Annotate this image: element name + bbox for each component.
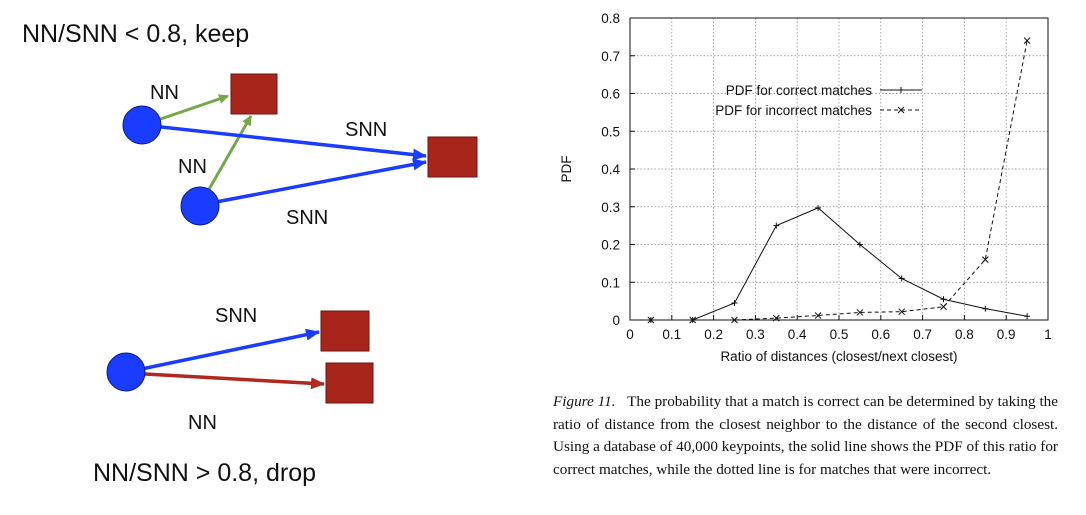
keypoint-circle-3 — [106, 352, 146, 392]
drop-title: NN/SNN > 0.8, drop — [93, 459, 316, 487]
series-incorrect-matches — [647, 37, 1031, 324]
y-ticks: 0 0.1 0.2 0.3 0.4 0.5 0.6 0.7 0.8 — [601, 11, 635, 328]
y-tick-label: 0.4 — [601, 162, 620, 177]
x-tick-label: 0.7 — [913, 327, 932, 342]
series-line — [650, 207, 1028, 321]
match-box-snn-drop — [320, 310, 370, 352]
x-tick-label: 0.4 — [788, 327, 807, 342]
x-tick-label: 0.8 — [955, 327, 974, 342]
data-point — [731, 316, 738, 324]
x-tick-label: 0.2 — [704, 327, 723, 342]
figure-label: Figure 11. — [553, 393, 616, 410]
y-tick-label: 0.3 — [601, 200, 620, 215]
figure-caption: Figure 11. The probability that a match … — [553, 391, 1058, 481]
match-box-nn-top — [230, 73, 278, 115]
data-point — [689, 316, 697, 324]
nn-label-keep-2: NN — [178, 156, 207, 178]
x-ticks: 0 0.1 0.2 0.3 0.4 0.5 0.6 0.7 0.8 0.9 1 — [626, 315, 1052, 342]
x-tick-label: 0.3 — [746, 327, 765, 342]
nn-arrow-drop — [126, 371, 325, 390]
y-tick-label: 0.5 — [601, 124, 620, 139]
chart-grid — [630, 18, 1048, 320]
data-point — [981, 256, 989, 263]
data-point — [772, 314, 780, 322]
snn-arrow-keep-2 — [199, 158, 427, 207]
pdf-chart: 0 0.1 0.2 0.3 0.4 0.5 0.6 0.7 0.8 0.9 1 0 0.1 0.2 0.3… — [559, 11, 1052, 364]
x-tick-label: 0.1 — [662, 327, 681, 342]
y-tick-label: 0.1 — [601, 275, 620, 290]
matching-diagram: NN/SNN < 0.8, keep NN NN SNN SNN SNN NN … — [22, 20, 478, 487]
y-tick-label: 0.2 — [601, 238, 620, 253]
x-tick-label: 0 — [626, 327, 634, 342]
y-axis-label: PDF — [559, 156, 574, 183]
data-point — [647, 316, 655, 324]
x-axis-label: Ratio of distances (closest/next closest… — [720, 349, 957, 364]
data-point — [898, 308, 906, 316]
data-point — [856, 309, 864, 316]
legend-label: PDF for correct matches — [726, 83, 873, 98]
chart-series — [647, 37, 1031, 324]
nn-label-keep-1: NN — [150, 82, 179, 104]
data-point — [1023, 37, 1031, 45]
snn-label-keep-1: SNN — [345, 119, 387, 141]
chart-legend: PDF for correct matches PDF for incorrect… — [715, 83, 922, 118]
snn-arrow-drop — [126, 328, 320, 374]
series-line — [650, 40, 1028, 321]
caption-text: The probability that a match is correct … — [553, 393, 1059, 478]
keypoint-circle-1 — [122, 105, 162, 145]
x-tick-label: 1 — [1044, 327, 1052, 342]
match-box-snn-right — [427, 136, 478, 178]
keypoint-circle-2 — [180, 186, 220, 226]
y-tick-label: 0.7 — [601, 49, 620, 64]
data-point — [897, 106, 905, 114]
nn-label-drop: NN — [188, 412, 217, 434]
y-tick-label: 0 — [612, 313, 620, 328]
x-tick-label: 0.5 — [830, 327, 849, 342]
x-tick-label: 0.6 — [871, 327, 890, 342]
legend-label: PDF for incorrect matches — [715, 103, 872, 118]
snn-label-keep-2: SNN — [286, 207, 328, 229]
y-tick-label: 0.8 — [601, 11, 620, 26]
snn-label-drop: SNN — [215, 305, 257, 327]
data-point — [814, 312, 822, 319]
data-point — [940, 303, 947, 311]
match-box-nn-drop — [325, 362, 374, 404]
keep-title: NN/SNN < 0.8, keep — [22, 20, 249, 48]
x-tick-label: 0.9 — [997, 327, 1016, 342]
snn-arrow-keep-1 — [142, 123, 427, 161]
y-tick-label: 0.6 — [601, 87, 620, 102]
